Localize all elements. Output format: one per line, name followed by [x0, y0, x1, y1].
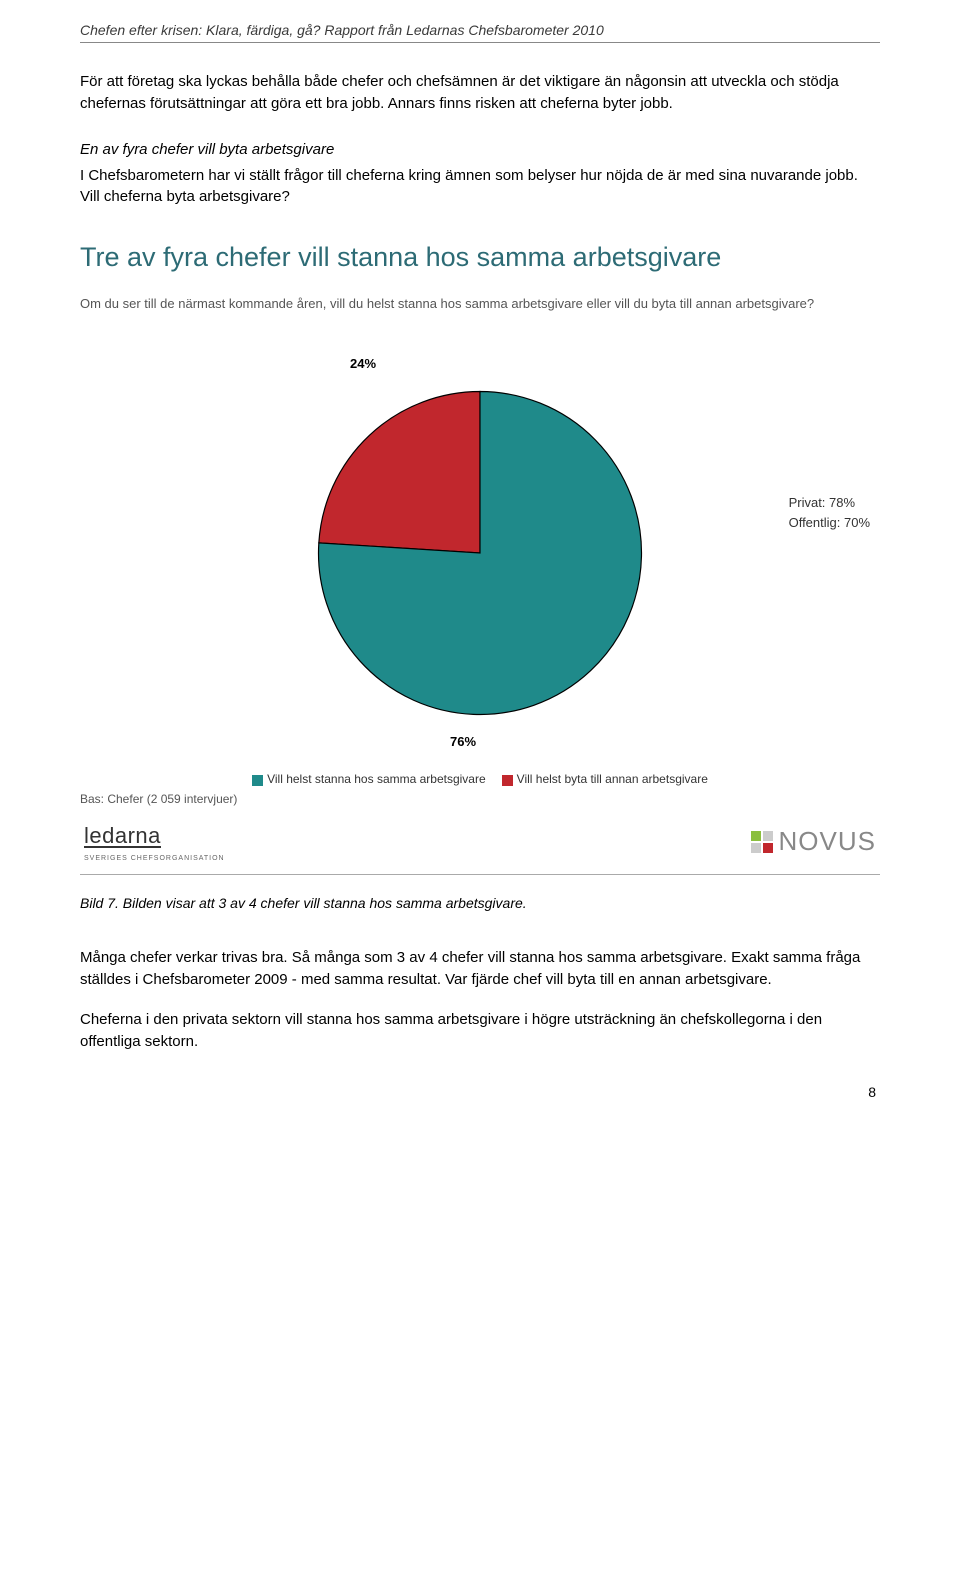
- novus-logo: NOVUS: [751, 823, 876, 861]
- chart-question: Om du ser till de närmast kommande åren,…: [80, 295, 880, 313]
- ledarna-logo: ledarna SVERIGES CHEFSORGANISATION: [84, 820, 225, 864]
- novus-dot: [763, 831, 773, 841]
- logo-row: ledarna SVERIGES CHEFSORGANISATION NOVUS: [80, 820, 880, 864]
- section-title: En av fyra chefer vill byta arbetsgivare: [80, 139, 880, 161]
- pie-area: 24% 76% Privat: 78%Offentlig: 70%: [80, 343, 880, 763]
- side-stats: Privat: 78%Offentlig: 70%: [789, 493, 870, 532]
- chart-title: Tre av fyra chefer vill stanna hos samma…: [80, 238, 880, 277]
- legend-label: Vill helst stanna hos samma arbetsgivare: [267, 772, 486, 786]
- figure-caption: Bild 7. Bilden visar att 3 av 4 chefer v…: [80, 893, 880, 913]
- body-paragraph: Många chefer verkar trivas bra. Så många…: [80, 947, 880, 991]
- intro-paragraph: För att företag ska lyckas behålla både …: [80, 71, 880, 115]
- legend-swatch-icon: [502, 775, 513, 786]
- pie-label-byta: 24%: [350, 355, 376, 374]
- document-page: Chefen efter krisen: Klara, färdiga, gå?…: [0, 0, 960, 1143]
- side-stat: Privat: 78%: [789, 493, 870, 513]
- legend: Vill helst stanna hos samma arbetsgivare…: [80, 771, 880, 788]
- legend-item: Vill helst stanna hos samma arbetsgivare: [252, 772, 486, 786]
- novus-dot: [751, 843, 761, 853]
- section-body: I Chefsbarometern har vi ställt frågor t…: [80, 165, 880, 209]
- body-paragraph: Cheferna i den privata sektorn vill stan…: [80, 1009, 880, 1053]
- legend-label: Vill helst byta till annan arbetsgivare: [517, 772, 708, 786]
- side-stat: Offentlig: 70%: [789, 513, 870, 533]
- legend-item: Vill helst byta till annan arbetsgivare: [502, 772, 708, 786]
- pie-label-stanna: 76%: [450, 733, 476, 752]
- page-header: Chefen efter krisen: Klara, färdiga, gå?…: [80, 20, 880, 43]
- novus-dot: [751, 831, 761, 841]
- chart-card: Tre av fyra chefer vill stanna hos samma…: [80, 238, 880, 875]
- novus-dot: [763, 843, 773, 853]
- pie-chart: [310, 383, 650, 723]
- chart-base: Bas: Chefer (2 059 intervjuer): [80, 791, 880, 808]
- pie-slice: [319, 392, 480, 554]
- page-number: 8: [80, 1082, 880, 1102]
- novus-dots-icon: [751, 831, 773, 853]
- legend-swatch-icon: [252, 775, 263, 786]
